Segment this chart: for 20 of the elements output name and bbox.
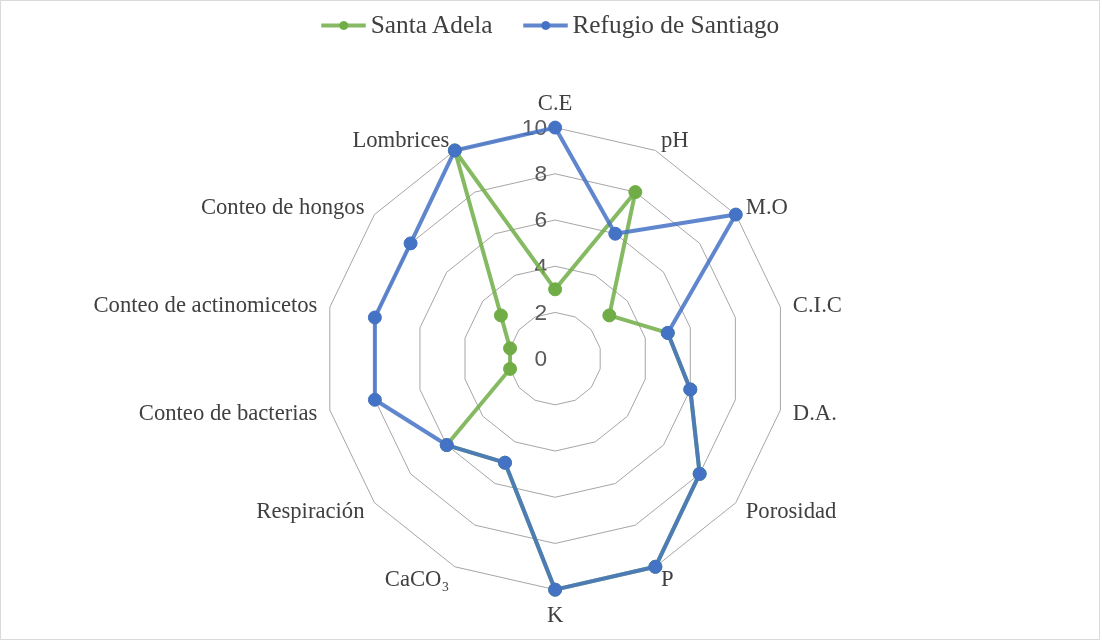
spoke-label: P	[660, 565, 674, 591]
spoke-label: CaCO₃	[384, 565, 450, 591]
spoke-label: C.I.C	[792, 291, 842, 317]
spoke-label: Conteo de actinomicetos	[93, 291, 318, 317]
y-tick-label: 2	[534, 298, 548, 325]
legend-label: Refugio de Santiago	[572, 10, 780, 39]
spoke-label: Porosidad	[745, 498, 838, 524]
spoke-label: Lombrices	[352, 126, 450, 152]
spoke-label: pH	[660, 126, 689, 152]
spoke-label: D.A.	[792, 400, 837, 426]
spoke-label: K	[546, 602, 564, 628]
y-tick-label: 6	[534, 206, 548, 233]
spoke-label: C.E	[537, 89, 573, 115]
y-tick-label: 0	[534, 345, 548, 372]
spoke-label: Respiración	[256, 498, 365, 524]
spoke-label: Conteo de hongos	[200, 194, 365, 220]
legend-label: Santa Adela	[370, 10, 493, 39]
spoke-label: M.O	[745, 194, 788, 220]
spoke-label: Conteo de bacterias	[138, 400, 318, 426]
y-tick-label: 8	[534, 160, 548, 187]
